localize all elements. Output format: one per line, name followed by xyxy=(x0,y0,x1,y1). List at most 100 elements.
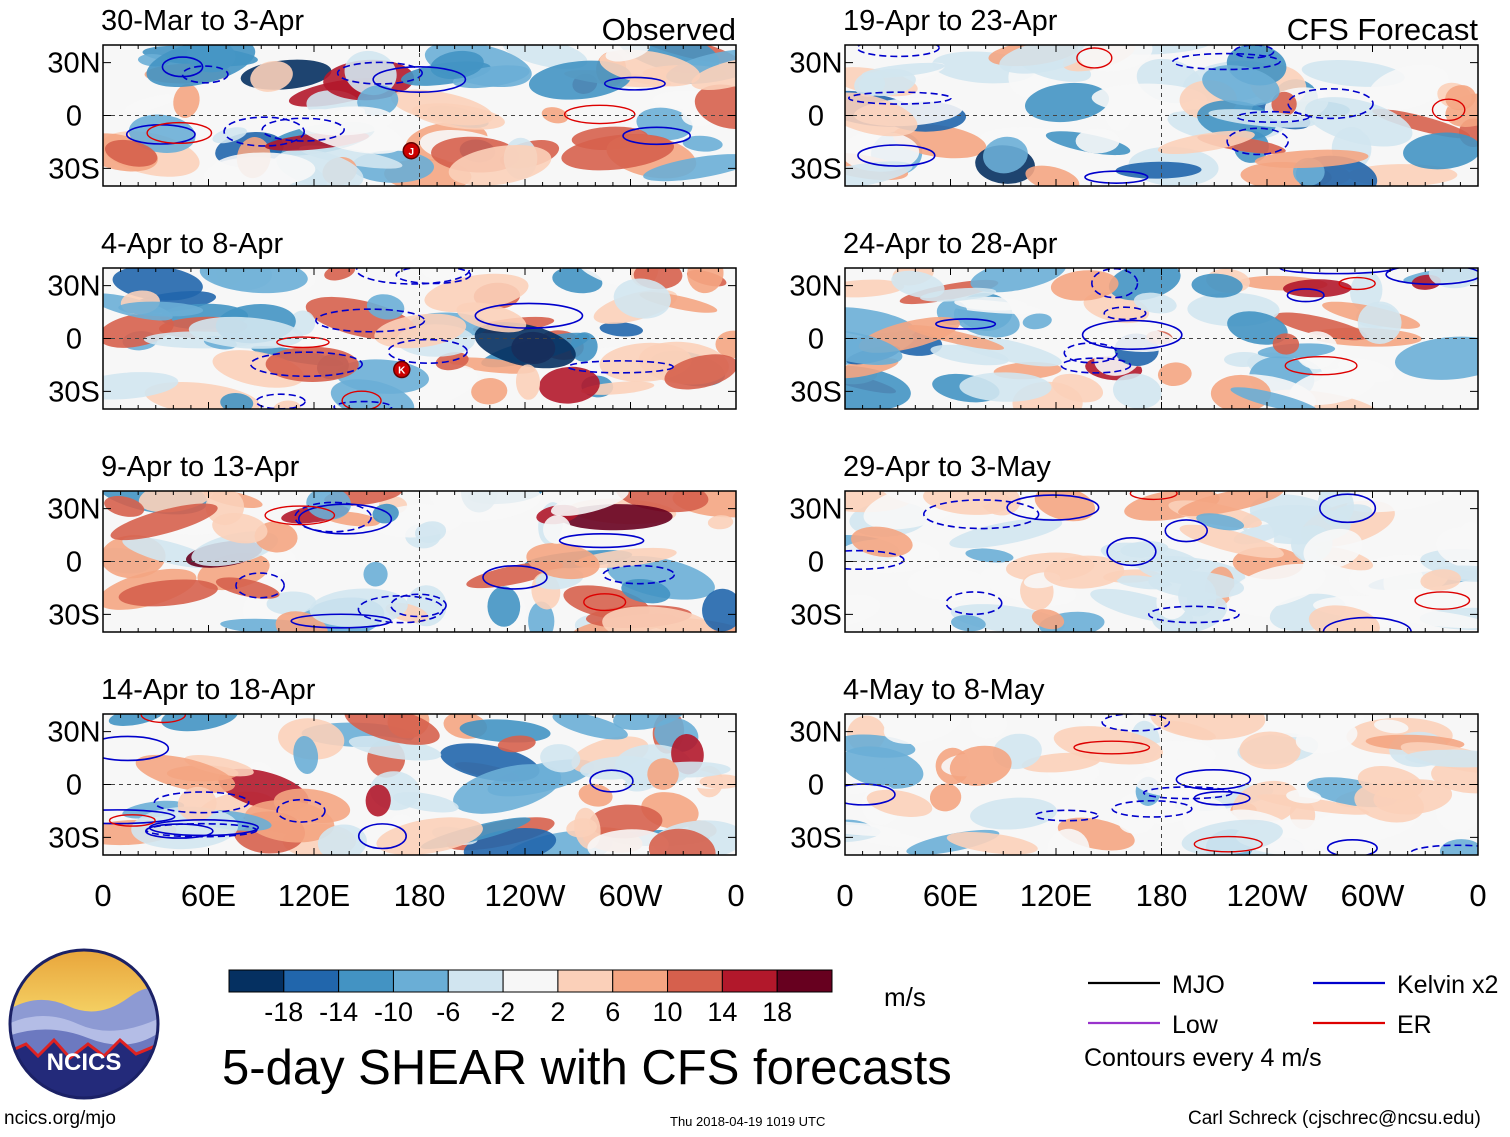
y-tick-label: 30S xyxy=(790,376,842,408)
kelvin-contour xyxy=(589,769,634,793)
kelvin-contour xyxy=(1286,288,1325,303)
panel-5: 30N 0 30S 19-Apr to 23-Apr CFS Forecast xyxy=(789,5,1479,187)
colorbar-label: -10 xyxy=(374,997,413,1027)
panel-2: 30N 0 30S 4-Apr to 8-Apr K xyxy=(47,228,737,410)
colorbar-label: -14 xyxy=(319,997,358,1027)
y-tick-label: 0 xyxy=(808,770,824,802)
kelvin-contour xyxy=(290,613,392,629)
colorbar-label: -2 xyxy=(491,997,515,1027)
er-contour xyxy=(1414,591,1471,610)
y-tick-label: 30S xyxy=(48,376,100,408)
er-contour xyxy=(1076,47,1113,69)
kelvin-contour xyxy=(1172,52,1281,71)
kelvin-contour xyxy=(1326,839,1378,855)
panel-period-label: 30-Mar to 3-Apr xyxy=(101,5,304,37)
kelvin-contour xyxy=(474,302,584,329)
kelvin-contour xyxy=(148,819,260,837)
kelvin-contour xyxy=(1091,268,1139,299)
kelvin-contour xyxy=(1409,844,1478,855)
panel-6: 30N 0 30S 24-Apr to 28-Apr xyxy=(789,228,1479,410)
forecast-label: CFS Forecast xyxy=(1287,12,1479,47)
kelvin-contour xyxy=(1148,605,1240,624)
ncics-logo: NCICS xyxy=(8,948,160,1100)
x-tick-label: 120W xyxy=(485,878,567,913)
colorbar-swatch xyxy=(721,969,778,993)
kelvin-contour xyxy=(1103,306,1147,321)
kelvin-contour xyxy=(1063,342,1118,364)
y-tick-label: 0 xyxy=(66,101,82,133)
kelvin-contour xyxy=(558,533,645,549)
observed-label: Observed xyxy=(602,12,736,47)
kelvin-contour xyxy=(161,56,204,78)
er-contour xyxy=(1431,98,1466,122)
colorbar-label: 2 xyxy=(550,997,565,1027)
kelvin-contour xyxy=(1081,319,1183,351)
kelvin-contour xyxy=(315,308,426,333)
kelvin-contour xyxy=(847,91,952,105)
kelvin-contour xyxy=(482,564,548,590)
er-contour xyxy=(583,593,627,612)
kelvin-contour xyxy=(567,360,674,374)
panel-4: 30N 0 30S 14-Apr to 18-Apr 0 60E 120E 180 120W 60… xyxy=(47,674,744,913)
shading-field xyxy=(845,491,1478,632)
shear-figure: 30N 0 30S 30-Mar to 3-Apr Observed J 30N 0 30S 4-… xyxy=(47,5,1486,913)
y-tick-label: 30S xyxy=(48,822,100,854)
legend-label: ER xyxy=(1397,1011,1432,1039)
x-tick-label: 0 xyxy=(836,878,853,913)
legend-item-mjo: MJO xyxy=(1088,971,1225,999)
kelvin-contour xyxy=(181,65,229,84)
kelvin-contour xyxy=(622,126,692,146)
colorbar-label: 18 xyxy=(762,997,792,1027)
colorbar-label: 10 xyxy=(653,997,683,1027)
kelvin-contour xyxy=(297,503,393,535)
y-tick-label: 0 xyxy=(808,101,824,133)
y-tick-label: 30N xyxy=(789,717,842,749)
y-tick-label: 0 xyxy=(808,324,824,356)
legend-item-low: Low xyxy=(1088,1011,1219,1039)
x-tick-label: 60E xyxy=(181,878,236,913)
kelvin-contour xyxy=(1193,790,1251,806)
x-tick-label: 120E xyxy=(1020,878,1092,913)
y-tick-label: 30N xyxy=(47,717,100,749)
kelvin-contour xyxy=(923,499,1040,530)
colorbar-swatch xyxy=(502,969,559,993)
kelvin-contour xyxy=(249,351,363,378)
colorbar-swatch xyxy=(447,969,504,993)
kelvin-contour xyxy=(602,564,676,585)
kelvin-contour xyxy=(336,61,423,85)
colorbar-swatch xyxy=(557,969,614,993)
kelvin-contour xyxy=(857,144,936,167)
y-tick-label: 30N xyxy=(789,271,842,303)
kelvin-contour xyxy=(387,338,468,365)
y-tick-label: 30S xyxy=(48,599,100,631)
x-tick-label: 60W xyxy=(1341,878,1405,913)
y-tick-label: 0 xyxy=(808,547,824,579)
colorbar-swatch xyxy=(612,969,669,993)
kelvin-contour xyxy=(845,549,905,571)
storm-marker: J xyxy=(402,142,421,160)
shading-field xyxy=(845,45,1478,186)
panel-8: 30N 0 30S 4-May to 8-May 0 60E 120E 180 120W 60W 0 xyxy=(789,674,1486,913)
kelvin-contour xyxy=(1101,714,1171,732)
er-contour xyxy=(276,336,330,349)
legend-item-kelvin-x2: Kelvin x2 xyxy=(1313,971,1498,999)
er-contour xyxy=(1129,491,1178,501)
kelvin-contour xyxy=(603,76,666,91)
kelvin-contour xyxy=(1385,268,1478,286)
x-tick-label: 0 xyxy=(94,878,111,913)
kelvin-contour xyxy=(1111,799,1193,818)
kelvin-contour xyxy=(153,791,250,814)
kelvin-contour xyxy=(357,823,407,850)
kelvin-contour xyxy=(1060,357,1132,374)
x-tick-label: 180 xyxy=(394,878,446,913)
kelvin-contour xyxy=(103,809,176,825)
kelvin-contour xyxy=(276,798,326,823)
kelvin-contour xyxy=(223,116,306,147)
kelvin-contour xyxy=(145,823,214,839)
kelvin-contour xyxy=(856,45,940,58)
legend-label: Low xyxy=(1172,1011,1219,1039)
legend-label: MJO xyxy=(1172,971,1225,999)
kelvin-contour xyxy=(1226,127,1289,156)
shading-field xyxy=(103,268,736,409)
panel-period-label: 24-Apr to 28-Apr xyxy=(843,228,1058,260)
